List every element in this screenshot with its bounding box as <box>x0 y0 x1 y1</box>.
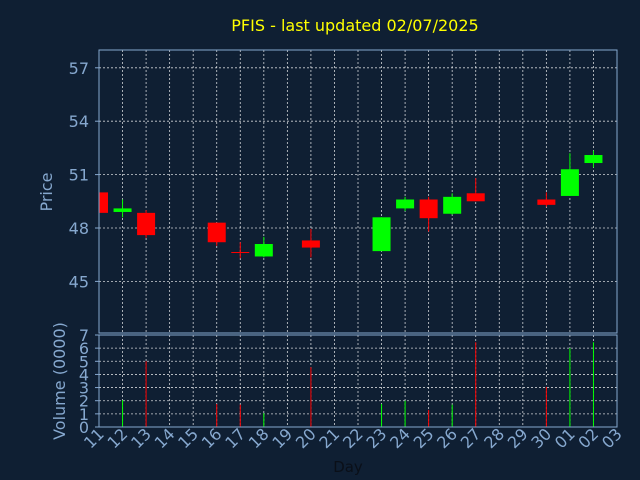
y-tick-label: 6 <box>79 339 89 358</box>
y-tick-label: 2 <box>79 392 89 411</box>
y-tick-label: 54 <box>69 112 89 131</box>
price-plot <box>99 50 617 333</box>
candle-body <box>466 193 485 202</box>
candle-body <box>99 192 108 213</box>
y-tick-label: 7 <box>79 326 89 345</box>
y-tick-label: 0 <box>79 418 89 437</box>
candle-body <box>443 196 462 214</box>
volume-plot <box>98 334 618 428</box>
y-tick-label: 48 <box>69 219 89 238</box>
candle-body <box>537 199 556 205</box>
y-tick-label: 4 <box>79 365 89 384</box>
candle-body <box>301 240 320 248</box>
y-tick-label: 3 <box>79 379 89 398</box>
y-tick-label: 51 <box>69 166 89 185</box>
y-axis-label: Volume (0000) <box>50 322 69 440</box>
candle-body <box>584 155 603 164</box>
candle-body <box>254 244 273 257</box>
candle-body <box>113 208 132 212</box>
x-tick-label: 03 <box>598 424 626 452</box>
x-axis-label: Day <box>333 458 363 476</box>
y-axis-label: Price <box>37 172 56 211</box>
candle-body <box>207 222 226 243</box>
y-tick-label: 57 <box>69 59 89 78</box>
volume-frame <box>98 334 618 428</box>
candle-body <box>231 252 250 254</box>
candle-body <box>560 169 579 196</box>
y-tick-label: 45 <box>69 272 89 291</box>
y-tick-label: 5 <box>79 352 89 371</box>
axes: 4548515457012345671112131415161718192021… <box>69 59 626 452</box>
candle-body <box>137 212 156 236</box>
price-frame <box>98 49 618 334</box>
candle-body <box>419 199 438 219</box>
candle-body <box>396 199 415 209</box>
candle-body <box>372 217 391 252</box>
chart-title: PFIS - last updated 02/07/2025 <box>231 16 478 35</box>
y-tick-label: 1 <box>79 405 89 424</box>
